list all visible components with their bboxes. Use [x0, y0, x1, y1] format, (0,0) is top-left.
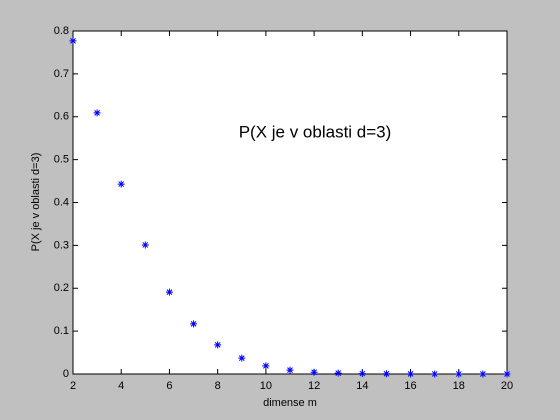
marker [479, 370, 487, 378]
x-tick-label: 10 [260, 380, 272, 392]
marker [165, 288, 173, 296]
y-tick-label: 0 [63, 368, 69, 380]
annotation: P(X je v oblasti d=3) [239, 122, 392, 141]
x-tick-label: 2 [70, 380, 76, 392]
y-tick-label: 0.2 [54, 282, 69, 294]
plot-area [72, 30, 508, 375]
marker [214, 341, 222, 349]
marker [407, 370, 415, 378]
x-tick-label: 4 [118, 380, 124, 392]
x-tick-label: 12 [308, 380, 320, 392]
y-tick-label: 0.7 [54, 68, 69, 80]
x-axis-label: dimense m [263, 397, 317, 409]
marker [358, 370, 366, 378]
y-tick-label: 0.3 [54, 239, 69, 251]
marker [141, 241, 149, 249]
marker [69, 37, 77, 45]
x-tick-label: 18 [453, 380, 465, 392]
y-tick-label: 0.1 [54, 325, 69, 337]
x-tick-label: 16 [404, 380, 416, 392]
marker [190, 320, 198, 328]
marker [455, 370, 463, 378]
marker [286, 366, 294, 374]
y-tick-label: 0.8 [54, 25, 69, 37]
marker [93, 109, 101, 117]
marker [431, 370, 439, 378]
marker [238, 354, 246, 362]
marker [117, 180, 125, 188]
marker [503, 370, 511, 378]
marker [334, 369, 342, 377]
y-tick-label: 0.6 [54, 111, 69, 123]
y-tick-label: 0.4 [54, 196, 69, 208]
x-tick-label: 8 [215, 380, 221, 392]
y-tick-label: 0.5 [54, 154, 69, 166]
marker [262, 362, 270, 370]
y-axis-label: P(X je v oblasti d=3) [30, 153, 42, 252]
x-tick-label: 6 [166, 380, 172, 392]
marker [382, 370, 390, 378]
x-tick-label: 20 [501, 380, 513, 392]
marker [310, 368, 318, 376]
x-tick-label: 14 [356, 380, 368, 392]
